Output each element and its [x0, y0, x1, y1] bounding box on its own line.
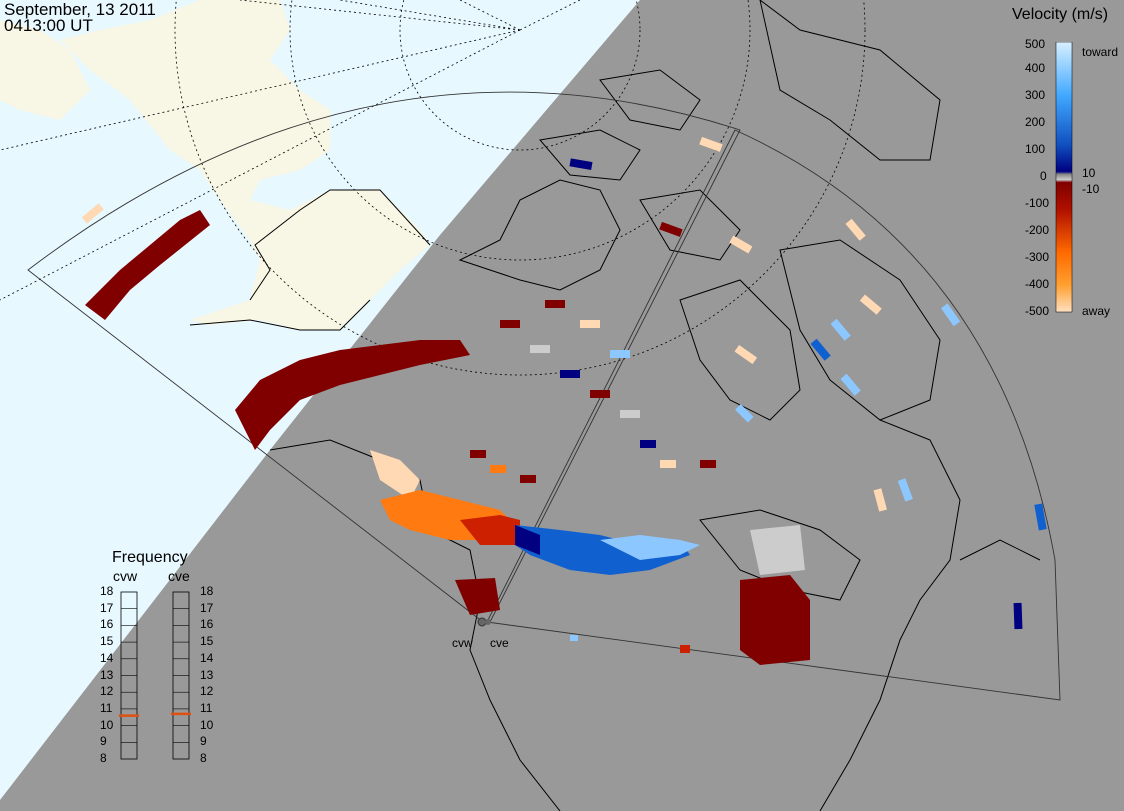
frequency-tick-left: 12	[100, 684, 114, 699]
time-label: 0413:00 UT	[4, 16, 93, 35]
graticule	[0, 0, 866, 376]
frequency-tick-right: 17	[200, 600, 214, 615]
vtick-0: 0	[1040, 169, 1047, 183]
site-label-cve: cve	[490, 636, 509, 650]
coastlines	[189, 0, 1041, 811]
return-near-site	[455, 578, 500, 615]
vtick-10: 10	[1082, 166, 1096, 180]
frequency-title: Frequency	[112, 549, 188, 566]
frequency-radar-cvw: cvw	[113, 568, 138, 584]
frequency-radar-cve: cve	[168, 568, 190, 584]
return-light-blue	[600, 535, 700, 560]
frequency-tick-left: 14	[100, 650, 114, 665]
return-red-orange	[460, 515, 520, 545]
frequency-tick-right: 8	[200, 751, 207, 765]
return-se-cluster	[740, 575, 810, 665]
cvw-site-marker	[477, 617, 487, 627]
frequency-tick-left: 10	[100, 717, 114, 732]
return-dark-blue	[515, 525, 540, 555]
vtick-neg100: -100	[1025, 196, 1050, 210]
radar-returns	[81, 136, 1047, 665]
vtick-500: 500	[1025, 37, 1046, 51]
frequency-bars	[119, 591, 191, 760]
vtick-300: 300	[1025, 88, 1046, 102]
vtick-200: 200	[1025, 115, 1046, 129]
return-away-light	[370, 450, 420, 500]
day-land	[60, 0, 430, 330]
velocity-colorbar	[1055, 42, 1073, 313]
frequency-tick-left: 11	[100, 700, 113, 715]
return-ground-scatter	[750, 525, 805, 575]
frequency-tick-left: 15	[100, 634, 114, 649]
velocity-scale-title: Velocity (m/s)	[1012, 6, 1109, 23]
vtick-neg400: -400	[1025, 277, 1050, 291]
away-label: away	[1082, 304, 1111, 318]
vtick-neg200: -200	[1025, 223, 1050, 237]
frequency-tick-left: 9	[100, 734, 107, 749]
radar-fov-outline	[27, 91, 1061, 701]
site-label-cvw: cvw	[452, 636, 473, 650]
frequency-tick-right: 16	[200, 617, 214, 632]
frequency-tick-right: 13	[200, 667, 214, 682]
vtick-400: 400	[1025, 61, 1046, 75]
frequency-tick-right: 11	[200, 700, 213, 715]
return-dark-red-arc	[235, 340, 470, 450]
return-blue	[515, 525, 690, 575]
frequency-tick-left: 8	[100, 751, 107, 765]
frequency-tick-right: 9	[200, 734, 207, 749]
return-nw-cluster	[85, 210, 210, 320]
toward-label: toward	[1082, 45, 1119, 59]
vtick-neg300: -300	[1025, 250, 1050, 264]
vtick-neg500: -500	[1025, 304, 1050, 318]
frequency-tick-right: 10	[200, 717, 214, 732]
frequency-tick-left: 16	[100, 617, 114, 632]
vtick-100: 100	[1025, 142, 1046, 156]
frequency-tick-left: 13	[100, 667, 114, 682]
date-label: September, 13 2011	[4, 0, 156, 19]
frequency-tick-right: 15	[200, 634, 214, 649]
frequency-tick-right: 12	[200, 684, 214, 699]
radar-sites	[477, 617, 491, 627]
cve-site-marker	[485, 619, 491, 625]
day-land-west	[0, 20, 90, 120]
frequency-tick-right: 14	[200, 650, 214, 665]
frequency-tick-right: 18	[200, 584, 214, 598]
frequency-tick-left: 18	[100, 584, 114, 598]
frequency-tick-left: 17	[100, 600, 114, 615]
vtick-neg10: -10	[1082, 182, 1100, 196]
